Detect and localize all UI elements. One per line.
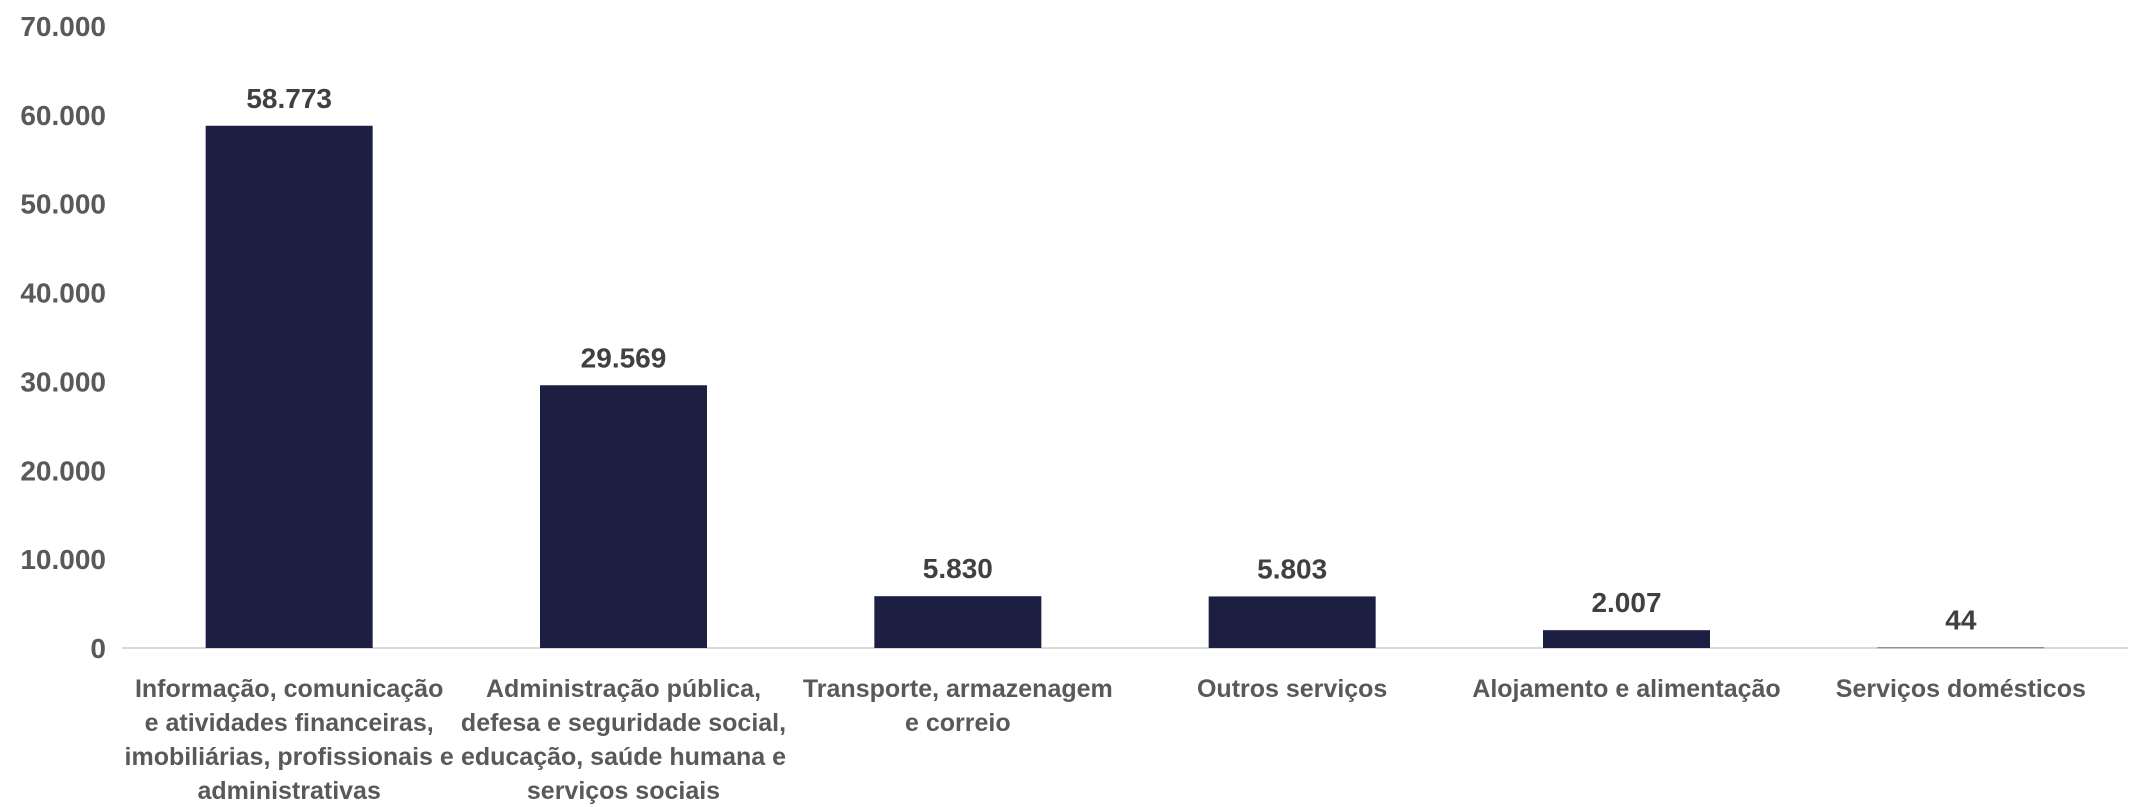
bar [205, 125, 373, 649]
bar [1543, 630, 1710, 648]
bar [540, 385, 707, 648]
category-label: imobiliárias, profissionais e [125, 743, 454, 771]
y-tick-label: 70.000 [20, 11, 106, 42]
bar [1208, 596, 1376, 648]
data-label: 58.773 [246, 83, 332, 114]
category-label: e atividades financeiras, [145, 709, 434, 737]
category-label: Serviços domésticos [1836, 675, 2086, 703]
category-label: Informação, comunicação [135, 675, 443, 703]
data-label: 2.007 [1591, 587, 1661, 618]
data-labels-group: 58.773 29.569 5.830 5.803 2.007 44 [246, 83, 1976, 636]
y-tick-label: 10.000 [20, 544, 106, 575]
data-label: 29.569 [581, 342, 667, 373]
category-label: Outros serviços [1197, 675, 1387, 703]
bar [874, 596, 1042, 648]
category-label: administrativas [197, 777, 380, 805]
y-tick-label: 30.000 [20, 366, 106, 397]
category-labels-group: Informação, comunicação e atividades fina… [125, 675, 2086, 805]
category-label: Administração pública, [486, 675, 761, 703]
category-label: serviços sociais [527, 777, 720, 805]
category-label: educação, saúde humana e [461, 743, 786, 771]
category-label: Alojamento e alimentação [1472, 675, 1780, 703]
y-tick-label: 50.000 [20, 189, 106, 220]
bars-group [205, 125, 2045, 649]
y-tick-label: 40.000 [20, 278, 106, 309]
category-label: Transporte, armazenagem [803, 675, 1113, 703]
y-tick-label: 20.000 [20, 455, 106, 486]
y-axis: 0 10.000 20.000 30.000 40.000 50.000 60.000 70.… [20, 11, 106, 664]
category-label: e correio [905, 709, 1011, 737]
category-label: defesa e seguridade social, [461, 709, 786, 737]
y-tick-label: 0 [90, 633, 106, 664]
bar [1877, 647, 2045, 649]
y-tick-label: 60.000 [20, 100, 106, 131]
data-label: 44 [1945, 605, 1977, 636]
data-label: 5.803 [1257, 553, 1327, 584]
data-label: 5.830 [923, 553, 993, 584]
